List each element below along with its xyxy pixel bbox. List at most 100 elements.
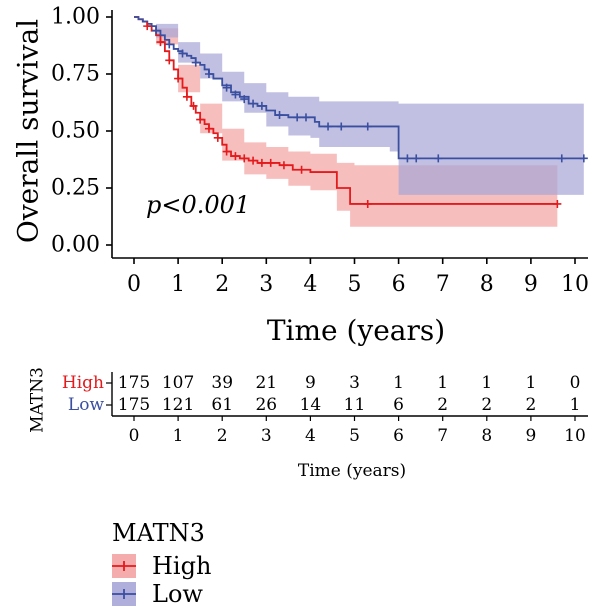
censor-mark-low	[363, 122, 372, 131]
risk-count-high: 3	[349, 373, 360, 393]
km-plot: 0.00 0.25 0.50 0.75 1.00 0 1 2 3 4 5 6 7 8 9 10 Overal…	[12, 5, 590, 348]
risk-count-high: 1	[393, 373, 404, 393]
censor-marks	[143, 22, 588, 208]
risk-count-low: 11	[344, 395, 366, 415]
y-tick-label: 0.00	[51, 233, 100, 258]
risk-count-low: 2	[525, 395, 536, 415]
censor-mark-high	[249, 156, 258, 165]
censor-mark-high	[174, 74, 183, 83]
risk-row-label-high: High	[62, 373, 104, 393]
censor-mark-high	[279, 161, 288, 170]
risk-x-tick-label: 9	[525, 426, 536, 446]
risk-count-low: 2	[481, 395, 492, 415]
risk-x-tick-label: 10	[564, 426, 586, 446]
x-tick-label: 4	[303, 272, 317, 297]
censor-mark-high	[189, 101, 198, 110]
risk-count-high: 1	[481, 373, 492, 393]
risk-count-high: 39	[211, 373, 233, 393]
x-axis-title: Time (years)	[267, 314, 445, 347]
risk-x-axis-title: Time (years)	[298, 461, 406, 481]
y-tick-label: 0.75	[51, 62, 100, 87]
risk-x-tick-label: 3	[261, 426, 272, 446]
risk-x-tick-label: 7	[437, 426, 448, 446]
censor-mark-high	[213, 133, 222, 142]
risk-x-tick-label: 2	[217, 426, 228, 446]
censor-mark-high	[363, 199, 372, 208]
censor-mark-low	[178, 49, 187, 58]
x-tick-label: 3	[259, 272, 273, 297]
censor-mark-high	[240, 154, 249, 163]
censor-mark-low	[240, 95, 249, 104]
censor-mark-low	[579, 154, 588, 163]
risk-count-high: 0	[570, 373, 581, 393]
censor-mark-low	[412, 154, 421, 163]
censor-mark-low	[301, 113, 310, 122]
risk-x-tick-label: 0	[129, 426, 140, 446]
censor-mark-high	[257, 158, 266, 167]
legend-line-high	[112, 561, 136, 571]
censor-mark-low	[557, 154, 566, 163]
censor-mark-high	[165, 56, 174, 65]
x-tick-label: 8	[480, 272, 494, 297]
censor-mark-low	[152, 26, 161, 35]
x-tick-label: 10	[561, 272, 589, 297]
x-tick-label: 9	[524, 272, 538, 297]
y-axis-title: Overall survival	[12, 19, 45, 243]
risk-count-low: 121	[162, 395, 194, 415]
risk-count-high: 9	[305, 373, 316, 393]
censor-mark-low	[231, 90, 240, 99]
censor-mark-high	[222, 147, 231, 156]
risk-count-low: 6	[393, 395, 404, 415]
legend-line-low	[112, 589, 136, 599]
risk-count-high: 21	[255, 373, 277, 393]
risk-count-low: 2	[437, 395, 448, 415]
risk-x-ticks: 0 1 2 3 4 5 6 7 8 9 10	[129, 416, 586, 446]
censor-mark-high	[156, 38, 165, 47]
y-ticks: 0.00 0.25 0.50 0.75 1.00	[51, 5, 112, 258]
censor-mark-high	[143, 22, 152, 31]
x-tick-label: 2	[215, 272, 229, 297]
x-tick-label: 6	[392, 272, 406, 297]
censor-mark-low	[275, 111, 284, 120]
censor-mark-high	[297, 165, 306, 174]
censor-mark-low	[434, 154, 443, 163]
censor-mark-high	[553, 199, 562, 208]
risk-count-high: 1	[525, 373, 536, 393]
censor-mark-low	[249, 99, 258, 108]
risk-x-tick-label: 6	[393, 426, 404, 446]
censor-mark-low	[257, 101, 266, 110]
p-value-annotation: p<0.001	[146, 191, 250, 219]
x-tick-label: 5	[348, 272, 362, 297]
risk-count-low: 61	[211, 395, 233, 415]
risk-x-tick-label: 5	[349, 426, 360, 446]
y-tick-label: 0.50	[51, 119, 100, 144]
censor-mark-low	[222, 83, 231, 92]
censor-mark-low	[324, 122, 333, 131]
censor-mark-low	[204, 70, 213, 78]
plot-axes	[111, 10, 588, 259]
censor-mark-low	[337, 122, 346, 131]
risk-count-high: 107	[162, 373, 194, 393]
x-tick-label: 7	[436, 272, 450, 297]
legend-label-low: Low	[152, 580, 203, 608]
risk-row-label-low: Low	[68, 395, 105, 415]
risk-count-low: 175	[118, 395, 150, 415]
confidence-bands	[134, 17, 584, 227]
risk-count-high: 175	[118, 373, 150, 393]
risk-count-low: 26	[255, 395, 277, 415]
censor-mark-high	[204, 124, 213, 133]
censor-mark-high	[196, 115, 205, 124]
risk-x-tick-label: 1	[173, 426, 184, 446]
risk-count-low: 1	[570, 395, 581, 415]
x-tick-label: 0	[127, 272, 141, 297]
censor-mark-high	[266, 158, 275, 167]
censor-mark-high	[231, 152, 240, 161]
risk-count-low: 14	[300, 395, 322, 415]
censor-mark-low	[403, 154, 412, 163]
x-ticks: 0 1 2 3 4 5 6 7 8 9 10	[127, 258, 589, 297]
